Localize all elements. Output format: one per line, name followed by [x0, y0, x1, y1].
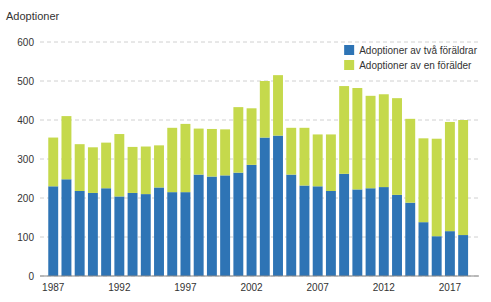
- bar: [180, 192, 190, 276]
- bar: [194, 175, 204, 276]
- legend-label: Adoptioner av två föräldrar: [359, 45, 478, 56]
- bar: [273, 136, 283, 276]
- bar: [392, 195, 402, 276]
- bar: [220, 129, 230, 175]
- bar: [114, 196, 124, 276]
- bar: [352, 189, 362, 276]
- bar: [141, 194, 151, 276]
- bar: [61, 179, 71, 276]
- bar: [445, 122, 455, 231]
- bars: [48, 75, 468, 276]
- grid: [40, 42, 479, 276]
- bar: [207, 177, 217, 276]
- grid-line: [40, 81, 479, 82]
- bar: [101, 188, 111, 276]
- bar: [458, 235, 468, 276]
- grid-line: [40, 42, 479, 43]
- bar: [432, 236, 442, 276]
- bar: [260, 138, 270, 276]
- bar: [128, 147, 138, 193]
- bar: [75, 144, 85, 191]
- bar: [167, 192, 177, 276]
- bar: [432, 139, 442, 237]
- grid-line: [40, 276, 479, 277]
- bar: [286, 175, 296, 276]
- y-axis-label: Adoptioner: [6, 10, 60, 22]
- bar: [339, 174, 349, 276]
- bar: [299, 128, 309, 186]
- bar: [286, 128, 296, 175]
- series: [48, 136, 468, 276]
- bar: [233, 107, 243, 173]
- bar: [326, 191, 336, 276]
- bar: [260, 81, 270, 138]
- bar: [61, 116, 71, 179]
- bar: [313, 134, 323, 186]
- chart: 0 100 200 300 400 500 600 1987 1992 1997 2002 2007 2…: [0, 0, 491, 302]
- bar: [207, 129, 217, 177]
- x-tick-label: 2007: [307, 282, 330, 293]
- bar: [180, 124, 190, 192]
- bar: [313, 186, 323, 276]
- bar: [352, 88, 362, 189]
- bar: [458, 120, 468, 235]
- bar: [445, 231, 455, 276]
- bar: [392, 98, 402, 195]
- bar: [154, 145, 164, 187]
- legend: Adoptioner av två föräldrar Adoptioner av…: [344, 45, 478, 71]
- x-tick-label: 2017: [439, 282, 462, 293]
- x-tick-label: 1992: [108, 282, 131, 293]
- bar: [88, 147, 98, 193]
- bar: [114, 134, 124, 196]
- bar: [379, 94, 389, 187]
- bar: [88, 193, 98, 276]
- x-tick-label: 2012: [373, 282, 396, 293]
- bar: [75, 191, 85, 276]
- bar: [419, 222, 429, 276]
- legend-swatch: [344, 45, 354, 55]
- bar: [167, 128, 177, 192]
- bar: [247, 165, 257, 276]
- bar: [326, 134, 336, 191]
- x-tick-label: 2002: [240, 282, 263, 293]
- bar: [299, 186, 309, 276]
- legend-label: Adoptioner av en förälder: [359, 60, 472, 71]
- y-tick-label: 200: [17, 193, 34, 204]
- bar: [339, 86, 349, 174]
- bar: [405, 203, 415, 276]
- bar: [233, 173, 243, 276]
- bar: [101, 143, 111, 189]
- bar: [154, 187, 164, 276]
- bar: [48, 138, 58, 187]
- bar: [366, 188, 376, 276]
- bar: [141, 147, 151, 195]
- bar: [366, 96, 376, 188]
- y-tick-label: 500: [17, 76, 34, 87]
- bar: [128, 193, 138, 276]
- bar: [220, 175, 230, 276]
- y-tick-label: 400: [17, 115, 34, 126]
- series: [48, 75, 468, 236]
- legend-swatch: [344, 60, 354, 70]
- bar: [48, 186, 58, 276]
- bar: [273, 75, 283, 135]
- y-tick-label: 100: [17, 232, 34, 243]
- bar: [247, 108, 257, 165]
- bar: [405, 119, 415, 203]
- x-axis-line: [40, 276, 479, 277]
- y-tick-label: 300: [17, 154, 34, 165]
- bar: [379, 187, 389, 276]
- y-tick-label: 0: [28, 271, 34, 282]
- bar: [194, 129, 204, 175]
- x-tick-label: 1997: [174, 282, 197, 293]
- y-tick-label: 600: [17, 37, 34, 48]
- x-tick-label: 1987: [42, 282, 65, 293]
- bar: [419, 138, 429, 222]
